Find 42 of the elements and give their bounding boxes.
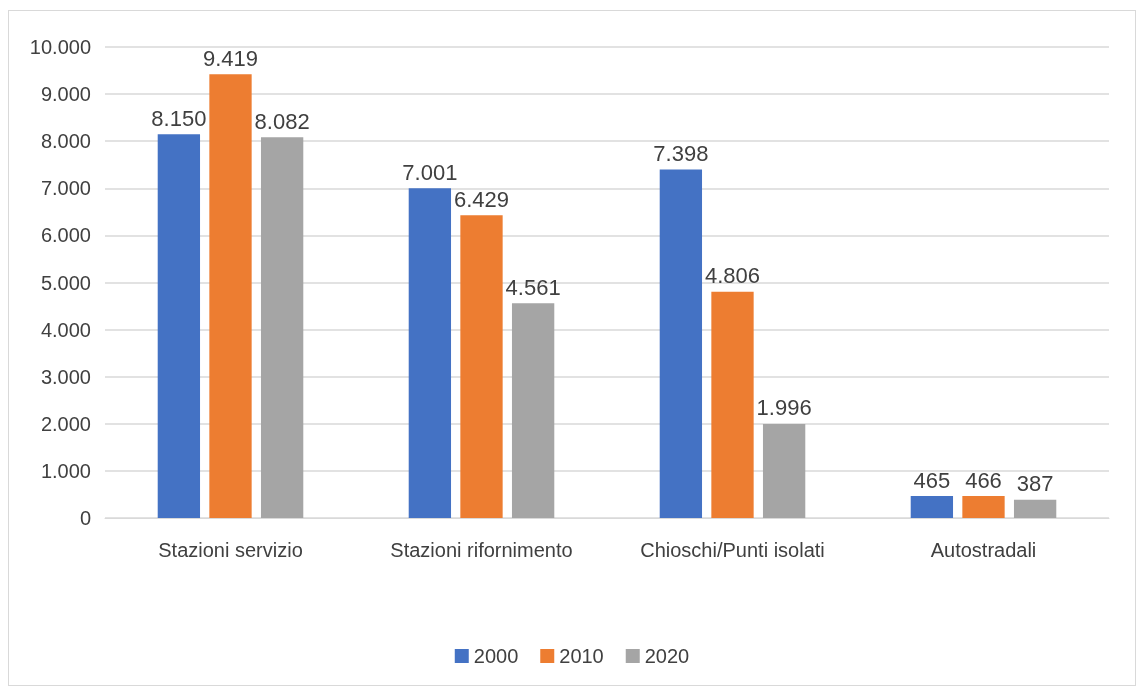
data-label: 7.001 <box>402 159 458 185</box>
bar <box>962 496 1005 518</box>
data-label: 4.561 <box>505 274 561 300</box>
x-tick-label: Autostradali <box>930 539 1037 561</box>
y-tick-label: 9.000 <box>40 83 91 106</box>
y-tick-label: 10.000 <box>29 36 91 58</box>
bar <box>910 496 954 518</box>
legend-label: 2000 <box>473 645 519 667</box>
y-tick-label: 2.000 <box>40 412 91 435</box>
data-label: 465 <box>913 467 951 493</box>
y-tick-label: 4.000 <box>40 318 91 341</box>
bar <box>511 303 555 518</box>
bar <box>460 215 503 518</box>
data-label: 9.419 <box>202 45 259 71</box>
y-tick-label: 8.000 <box>40 130 91 153</box>
x-tick-label: Stazioni rifornimento <box>390 539 573 561</box>
data-label: 466 <box>965 467 1002 493</box>
bar <box>260 137 304 518</box>
bar <box>659 169 703 518</box>
bar <box>209 74 252 518</box>
bar <box>762 423 806 518</box>
y-tick-label: 6.000 <box>40 224 91 247</box>
x-tick-label: Chioschi/Punti isolati <box>640 539 825 561</box>
bar <box>408 188 452 518</box>
x-tick-label: Stazioni servizio <box>158 539 303 561</box>
y-tick-label: 5.000 <box>40 271 91 294</box>
data-label: 4.806 <box>704 263 761 289</box>
data-label: 7.398 <box>653 141 709 167</box>
y-tick-label: 1.000 <box>40 459 91 482</box>
data-label: 8.082 <box>254 108 310 134</box>
bar <box>157 134 201 518</box>
data-label: 1.996 <box>756 395 812 421</box>
data-label: 6.429 <box>453 186 510 212</box>
data-label: 387 <box>1016 471 1054 497</box>
bar <box>711 291 754 518</box>
data-label: 8.150 <box>151 105 207 131</box>
y-tick-label: 7.000 <box>40 177 91 200</box>
legend-label: 2010 <box>559 645 604 667</box>
y-tick-label: 0 <box>79 507 91 529</box>
y-tick-label: 3.000 <box>40 365 91 388</box>
bar <box>1013 499 1057 518</box>
legend-label: 2020 <box>644 645 690 667</box>
